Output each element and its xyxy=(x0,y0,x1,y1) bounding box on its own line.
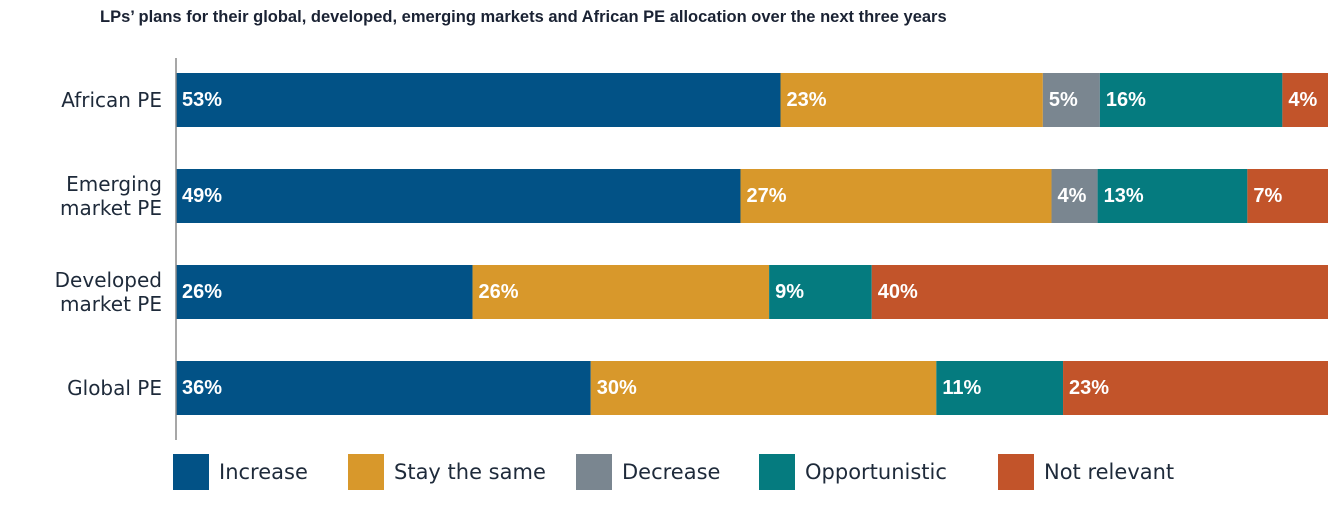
category-label-line: African PE xyxy=(61,88,162,112)
legend-label: Not relevant xyxy=(1044,460,1175,484)
legend-item-opportunistic: Opportunistic xyxy=(759,452,947,492)
legend-swatch xyxy=(576,454,612,490)
data-label-opportunistic-1: 13% xyxy=(1104,185,1144,207)
category-label-line: Global PE xyxy=(67,376,162,400)
legend: Increase Stay the same Decrease Opportunist… xyxy=(173,452,1333,492)
legend-label: Decrease xyxy=(622,460,721,484)
bar-segment-opportunistic-3 xyxy=(936,361,1064,415)
data-label-opportunistic-2: 9% xyxy=(775,281,804,303)
category-label-0: African PE xyxy=(61,88,162,112)
bar-segment-stay-the-same-2 xyxy=(472,265,770,319)
data-label-opportunistic-0: 16% xyxy=(1106,89,1146,111)
bar-segment-opportunistic-2 xyxy=(769,265,872,319)
legend-item-not-relevant: Not relevant xyxy=(998,452,1174,492)
data-label-increase-2: 26% xyxy=(182,281,222,303)
legend-item-stay-the-same: Stay the same xyxy=(348,452,546,492)
bar-labels-layer: 53% 23% 5% 16% 4% 49% 27% 4% 13% 7% 26% 26% 9% 40% 36%… xyxy=(182,89,1318,399)
bar-segment-stay-the-same-3 xyxy=(590,361,937,415)
legend-label: Opportunistic xyxy=(805,460,947,484)
bar-segment-stay-the-same-1 xyxy=(740,169,1052,223)
category-label-line: Developed xyxy=(55,268,162,292)
data-label-not-relevant-0: 4% xyxy=(1288,89,1317,111)
bar-segment-not-relevant-3 xyxy=(1063,361,1328,415)
category-label-line: Emerging xyxy=(66,172,162,196)
bar-segment-increase-1 xyxy=(176,169,741,223)
legend-label: Increase xyxy=(219,460,308,484)
chart-title: LPs’ plans for their global, developed, … xyxy=(100,8,947,26)
data-label-stay-the-same-3: 30% xyxy=(597,377,637,399)
data-label-stay-the-same-2: 26% xyxy=(479,281,519,303)
category-label-line: market PE xyxy=(60,292,162,316)
bar-segment-increase-2 xyxy=(176,265,473,319)
legend-swatch xyxy=(173,454,209,490)
data-label-not-relevant-3: 23% xyxy=(1069,377,1109,399)
data-label-not-relevant-1: 7% xyxy=(1253,185,1282,207)
data-label-increase-3: 36% xyxy=(182,377,222,399)
category-label-3: Global PE xyxy=(67,376,162,400)
data-label-opportunistic-3: 11% xyxy=(942,377,981,399)
data-label-decrease-1: 4% xyxy=(1058,185,1087,207)
legend-item-increase: Increase xyxy=(173,452,308,492)
bar-segment-not-relevant-1 xyxy=(1247,169,1328,223)
legend-item-decrease: Decrease xyxy=(576,452,720,492)
category-label-2: Developed market PE xyxy=(55,268,162,316)
data-label-stay-the-same-1: 27% xyxy=(746,185,786,207)
category-label-line: market PE xyxy=(60,196,162,220)
bar-segment-decrease-0 xyxy=(1042,73,1100,127)
bar-segment-not-relevant-2 xyxy=(871,265,1328,319)
bar-segment-not-relevant-0 xyxy=(1282,73,1328,127)
legend-swatch xyxy=(348,454,384,490)
category-label-1: Emerging market PE xyxy=(60,172,162,220)
bar-segment-decrease-1 xyxy=(1051,169,1098,223)
bar-segment-increase-0 xyxy=(176,73,781,127)
bar-segment-increase-3 xyxy=(176,361,591,415)
bars-layer xyxy=(176,73,1328,415)
bar-segment-opportunistic-0 xyxy=(1099,73,1283,127)
data-label-decrease-0: 5% xyxy=(1049,89,1078,111)
bar-segment-opportunistic-1 xyxy=(1097,169,1248,223)
legend-swatch xyxy=(998,454,1034,490)
legend-label: Stay the same xyxy=(394,460,546,484)
data-label-not-relevant-2: 40% xyxy=(878,281,918,303)
data-label-stay-the-same-0: 23% xyxy=(787,89,827,111)
data-label-increase-0: 53% xyxy=(182,89,222,111)
legend-swatch xyxy=(759,454,795,490)
bar-segment-stay-the-same-0 xyxy=(780,73,1043,127)
data-label-increase-1: 49% xyxy=(182,185,222,207)
